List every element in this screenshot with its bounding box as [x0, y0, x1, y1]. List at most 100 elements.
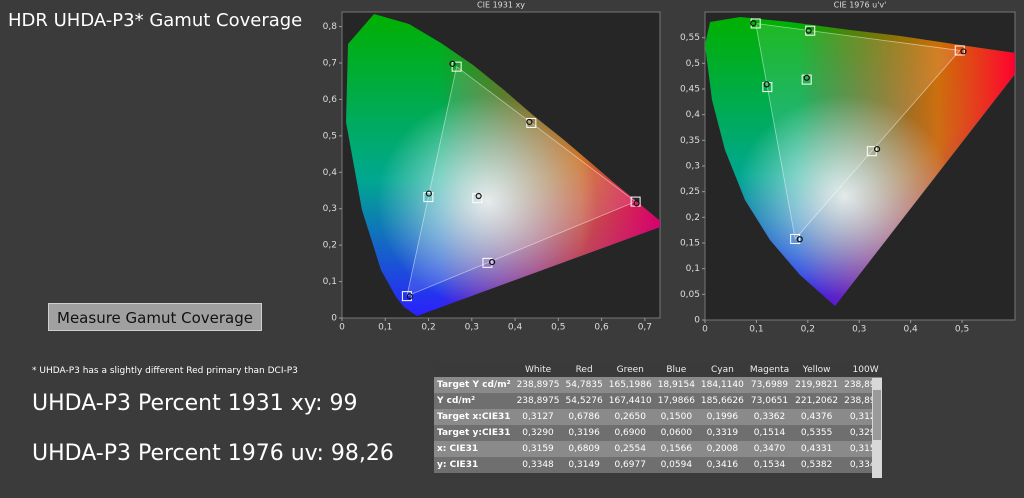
cell: 0,4331: [792, 441, 842, 457]
measured-marker: [449, 60, 456, 67]
table: White Red Green Blue Cyan Magenta Yellow 100W Ta…: [434, 362, 882, 473]
cell: 0,5382: [792, 457, 842, 473]
y-tick-label: 0,1: [686, 264, 700, 274]
target-marker: [762, 82, 773, 93]
x-tick-label: 0: [339, 323, 345, 333]
cell: 0,3348: [513, 457, 563, 473]
row-label: x: CIE31: [434, 441, 514, 457]
row-label: Target y:CIE31: [434, 425, 514, 441]
x-tick-label: 0,1: [378, 323, 392, 333]
cell: 238,8975: [841, 377, 882, 393]
y-tick-label: 0,4: [323, 168, 338, 178]
header-row: White Red Green Blue Cyan Magenta Yellow 100W: [434, 362, 882, 377]
cell: 0,0600: [654, 425, 698, 441]
spectral-locus: [705, 17, 1015, 306]
table-row: Target x:CIE31 0,3127 0,6786 0,2650 0,1500 0,…: [434, 409, 882, 425]
data-table: White Red Green Blue Cyan Magenta Yellow 100W Ta…: [434, 362, 882, 478]
scrollbar[interactable]: [872, 378, 882, 478]
y-tick-label: 0,25: [680, 187, 700, 197]
x-tick-label: 0,3: [852, 325, 866, 335]
row-label: y: CIE31: [434, 457, 514, 473]
cell: 0,6786: [562, 409, 606, 425]
measured-marker: [803, 74, 810, 81]
chart-title: CIE 1931 xy: [477, 1, 525, 10]
cell: 0,3290: [841, 425, 882, 441]
charts: CIE 1931 xy 0 0,1 0,2 0,3 0,4 0,5 0,6 0,7 0 0,1 0,2…: [323, 1, 1016, 335]
cell: 0,1534: [746, 457, 793, 473]
cell: 165,1986: [605, 377, 655, 393]
cell: 0,3127: [841, 409, 882, 425]
cell: 238,8975: [513, 377, 563, 393]
cell: 0,6977: [605, 457, 655, 473]
x-tick-label: 0,4: [508, 323, 523, 333]
scroll-thumb[interactable]: [873, 390, 881, 440]
cell: 238,8975: [513, 393, 563, 409]
y-tick-label: 0,55: [680, 33, 700, 43]
y-tick-label: 0,5: [686, 59, 700, 69]
x-tick-label: 0,6: [594, 323, 609, 333]
result-1976: UHDA-P3 Percent 1976 uv: 98,26: [32, 441, 394, 466]
cell: 0,3196: [562, 425, 606, 441]
measure-button[interactable]: Measure Gamut Coverage: [48, 303, 262, 331]
y-tick-label: 0,8: [323, 22, 338, 32]
x-tick-label: 0,5: [955, 325, 969, 335]
cell: 184,1140: [697, 377, 747, 393]
column-header: Green: [616, 364, 644, 375]
cell: 0,3470: [746, 441, 793, 457]
x-tick-label: 0,4: [903, 325, 918, 335]
x-tick-label: 0,3: [465, 323, 479, 333]
column-header: 100W: [852, 364, 879, 375]
cell: 0,2650: [605, 409, 655, 425]
cell: 167,4410: [605, 393, 655, 409]
measured-marker: [475, 192, 482, 200]
cell: 17,9866: [654, 393, 698, 409]
column-header: Magenta: [749, 364, 790, 375]
cell: 0,6809: [562, 441, 606, 457]
table-row: Target Y cd/m² 238,8975 54,7835 165,1986 18,…: [434, 377, 882, 393]
y-tick-label: 0,1: [323, 277, 337, 287]
measured-marker: [633, 200, 640, 207]
measured-marker: [526, 118, 533, 126]
gamut-triangle: [406, 65, 637, 297]
cell: 0,6900: [605, 425, 655, 441]
cell: 54,7835: [562, 377, 606, 393]
y-tick-label: 0,2: [323, 241, 337, 251]
cell: 0,1996: [697, 409, 747, 425]
cell: 0,1500: [654, 409, 698, 425]
y-tick-label: 0: [694, 316, 700, 326]
cell: 0,3348: [841, 457, 882, 473]
y-tick-label: 0,45: [680, 85, 700, 95]
table-row: y: CIE31 0,3348 0,3149 0,6977 0,0594 0,3416 0,…: [434, 457, 882, 473]
measured-marker: [805, 27, 812, 34]
column-header: Blue: [666, 364, 687, 375]
column-header: White: [524, 364, 552, 375]
cell: 0,0594: [654, 457, 698, 473]
cell: 0,5355: [792, 425, 842, 441]
measured-marker: [489, 259, 496, 266]
measured-marker: [763, 81, 770, 88]
y-tick-label: 0,2: [686, 213, 700, 223]
cell: 0,3416: [697, 457, 747, 473]
table-row: x: CIE31 0,3159 0,6809 0,2554 0,1566 0,2008 0,…: [434, 441, 882, 457]
x-tick-label: 0: [702, 325, 708, 335]
x-tick-label: 0,1: [749, 325, 763, 335]
column-header: Red: [575, 364, 593, 375]
measured-marker: [425, 190, 432, 197]
cell: 0,3159: [513, 441, 563, 457]
row-label: Target x:CIE31: [434, 409, 514, 425]
chart-title: CIE 1976 u'v': [834, 1, 887, 10]
cell: 0,4376: [792, 409, 842, 425]
cell: 238,8975: [841, 393, 882, 409]
cell: 185,6626: [697, 393, 747, 409]
spectral-locus: [346, 14, 660, 316]
measured-marker: [960, 48, 967, 55]
cell: 0,1514: [746, 425, 793, 441]
cell: 219,9821: [792, 377, 842, 393]
cell: 0,3362: [746, 409, 793, 425]
page-title: HDR UHDA-P3* Gamut Coverage: [8, 10, 303, 31]
result-1931: UHDA-P3 Percent 1931 xy: 99: [32, 391, 358, 416]
x-tick-label: 0,2: [801, 325, 815, 335]
y-tick-label: 0,4: [686, 110, 701, 120]
cell: 0,2008: [697, 441, 747, 457]
